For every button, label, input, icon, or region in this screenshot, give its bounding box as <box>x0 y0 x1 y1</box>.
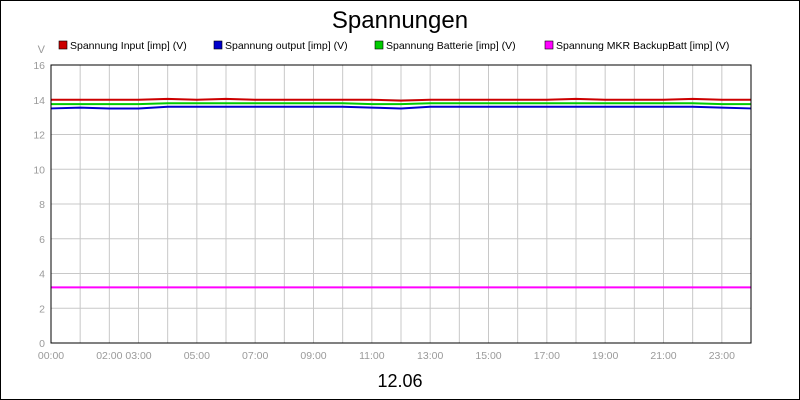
x-tick-label: 19:00 <box>592 350 618 362</box>
x-tick-label: 23:00 <box>709 350 735 362</box>
legend-label: Spannung output [imp] (V) <box>225 40 348 52</box>
y-tick-label: 2 <box>39 303 45 315</box>
chart-title: Spannungen <box>332 7 468 34</box>
series-lines <box>50 97 752 289</box>
y-tick-label: 16 <box>33 60 45 72</box>
y-axis-unit: V <box>38 44 46 56</box>
y-tick-label: 14 <box>33 95 45 107</box>
x-axis-ticks: 00:00 02:00 03:00 05:00 07:00 09:00 11:00 13:00… <box>38 350 735 362</box>
y-tick-label: 4 <box>39 269 45 281</box>
legend-label: Spannung Input [imp] (V) <box>70 40 187 52</box>
y-axis-ticks: 0 2 4 6 8 10 12 14 16 <box>33 60 45 350</box>
x-tick-label: 13:00 <box>417 350 443 362</box>
x-tick-label: 07:00 <box>242 350 268 362</box>
series-line-1 <box>51 97 751 102</box>
series-line-3 <box>51 102 751 106</box>
x-tick-label: 17:00 <box>534 350 560 362</box>
legend-swatch <box>374 40 384 50</box>
legend-label: Spannung Batterie [imp] (V) <box>386 40 516 52</box>
x-tick-label: 02:00 <box>96 350 122 362</box>
y-tick-label: 8 <box>39 199 45 211</box>
series-line-2 <box>50 105 752 110</box>
x-tick-label: 21:00 <box>650 350 676 362</box>
x-axis-label: 12.06 <box>377 371 422 391</box>
x-tick-label: 03:00 <box>125 350 151 362</box>
x-tick-label: 00:00 <box>38 350 64 362</box>
legend-swatch <box>58 40 68 50</box>
y-tick-label: 12 <box>33 130 45 142</box>
legend-swatch <box>544 40 554 50</box>
legend-label: Spannung MKR BackupBatt [imp] (V) <box>556 40 729 52</box>
x-tick-label: 09:00 <box>300 350 326 362</box>
plot-border <box>50 64 752 344</box>
legend-swatch <box>213 40 223 50</box>
y-tick-label: 10 <box>33 164 45 176</box>
x-tick-label: 11:00 <box>359 350 385 362</box>
y-tick-label: 6 <box>39 234 45 246</box>
grid <box>51 65 751 343</box>
legend: Spannung Input [imp] (V) Spannung output … <box>58 40 729 52</box>
x-tick-label: 15:00 <box>475 350 501 362</box>
x-tick-label: 05:00 <box>184 350 210 362</box>
y-tick-label: 0 <box>39 338 45 350</box>
